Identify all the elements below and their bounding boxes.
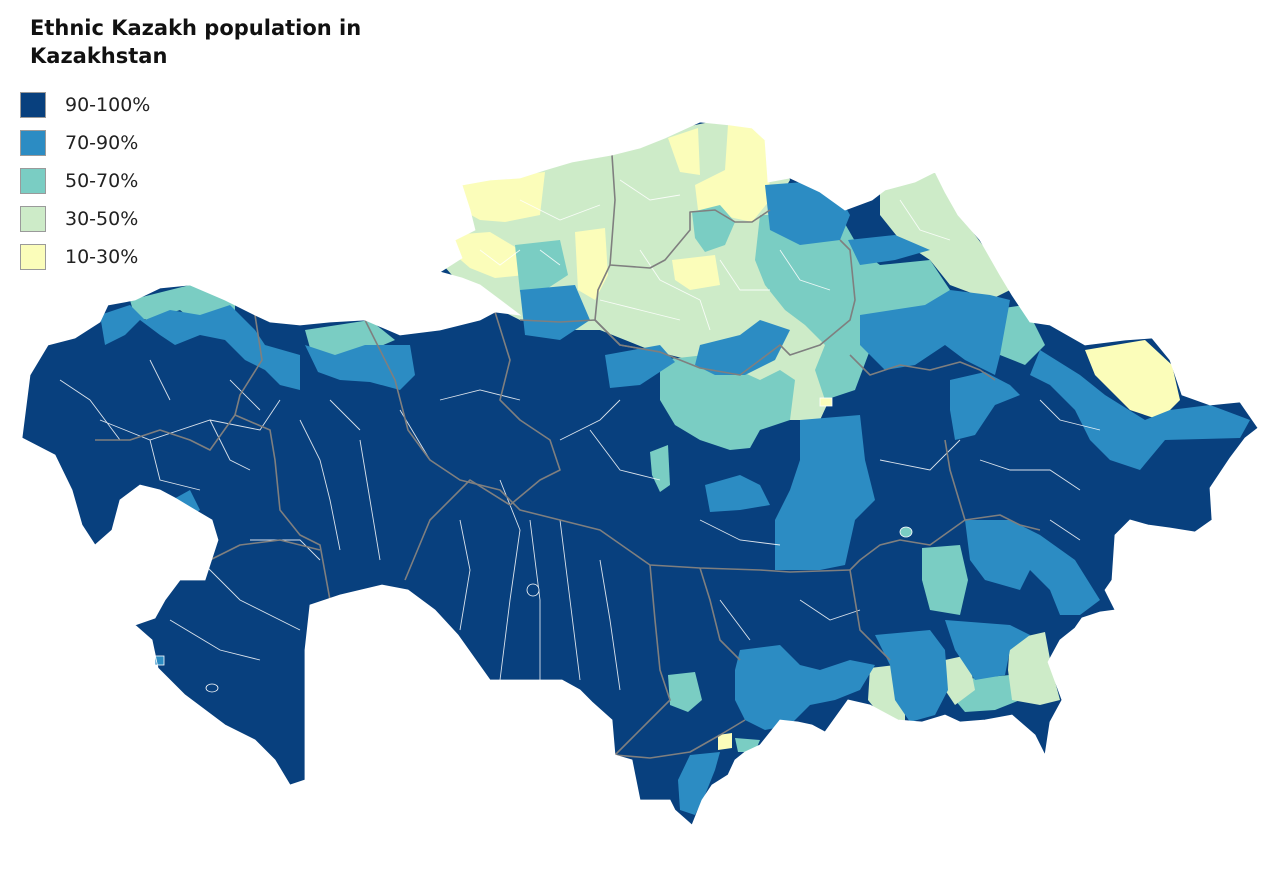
city-enclave-aktau [154,655,165,666]
legend-label-90-100: 90-100% [65,94,151,116]
pocket-north-west-2-10-30 [450,232,525,278]
region-almaty-mid-70-90 [945,620,1030,680]
region-border-west-2 [95,414,236,451]
region-border-east-1 [849,354,996,381]
region-north-pocket-70-90 [520,285,590,340]
pocket-center-north-10-30 [672,255,720,290]
legend-item-10-30: 10-30% [20,238,150,276]
region-border-center-1 [404,311,561,581]
region-border-south-3 [699,567,741,661]
city-enclave-zhezkazgan [819,397,833,407]
legend-swatch-70-90 [20,130,46,156]
region-almaty-south-30-50 [1008,632,1060,705]
region-northeast-30-50 [880,165,1010,300]
legend-swatch-90-100 [20,92,46,118]
region-border-center-2 [614,564,671,756]
region-almaty-southwest-70-90 [875,630,948,722]
legend-item-50-70: 50-70% [20,162,150,200]
pocket-north-10-30 [668,128,700,175]
region-kostanay-east-70-90 [605,345,675,388]
city-enclave-balkhash [899,526,913,538]
district-borders [59,179,1101,691]
district-border-lines-east [699,399,1101,641]
legend-label-50-70: 50-70% [65,170,139,192]
region-borders [95,154,1041,759]
region-ekaz-west-70-90 [860,290,1010,375]
legend-item-90-100: 90-100% [20,86,150,124]
region-north-50-70 [515,240,568,292]
district-border-lines-center [439,389,661,691]
region-ekaz-north-70-90 [848,235,930,265]
legend: 90-100% 70-90% 50-70% 30-50% 10-30% [20,86,150,276]
region-karaganda-south-70-90 [705,475,770,512]
region-kokshetau-50-70 [692,205,735,252]
region-border-north-1 [609,154,771,269]
legend-swatch-50-70 [20,168,46,194]
region-border-south-1 [849,519,966,571]
country-outline [21,121,1259,826]
legend-swatch-10-30 [20,244,46,270]
district-border-lines-west [59,359,461,661]
city-enclaves [154,397,913,693]
legend-label-30-50: 30-50% [65,208,139,230]
pocket-kostanay-10-30 [575,228,608,300]
region-border-south-4 [614,719,746,759]
region-almaty-north-70-90 [965,520,1100,615]
city-enclave-aral [526,583,540,597]
region-almaty-50-70 [922,545,968,615]
pocket-north-west-10-30 [455,172,545,222]
region-karaganda-north-50-70 [660,355,795,450]
pocket-south-10-30 [718,733,732,750]
region-karaganda-pocket-50-70 [650,445,670,492]
legend-swatch-30-50 [20,206,46,232]
legend-item-30-50: 30-50% [20,200,150,238]
legend-label-10-30: 10-30% [65,246,139,268]
region-border-north-3 [519,319,661,353]
pocket-east-10-30 [1085,340,1180,420]
map-title: Ethnic Kazakh population in Kazakhstan [30,16,362,68]
city-enclave-kazaly [205,683,219,693]
region-ekaz-central-70-90 [950,372,1020,440]
legend-label-70-90: 70-90% [65,132,139,154]
region-shymkent-50-70 [735,738,760,752]
region-astana-70-90 [695,320,790,375]
region-border-west-1 [234,314,331,601]
region-border-east-2 [944,439,1041,531]
region-border-south-2 [849,569,891,661]
region-border-west-4 [364,319,851,573]
region-south-70-90 [735,645,875,730]
region-west-70-90 [100,305,300,390]
region-south-pocket-50-70 [668,672,702,712]
legend-item-70-90: 70-90% [20,124,150,162]
district-border-lines-north [479,179,951,331]
region-karaganda-east-70-90 [775,415,875,570]
region-ekaz-east-70-90 [1030,350,1250,470]
pocket-petropavl-10-30 [695,125,770,222]
region-west-north-70-90 [305,345,415,390]
region-border-west-3 [209,539,321,561]
region-shymkent-south-70-90 [678,752,720,815]
